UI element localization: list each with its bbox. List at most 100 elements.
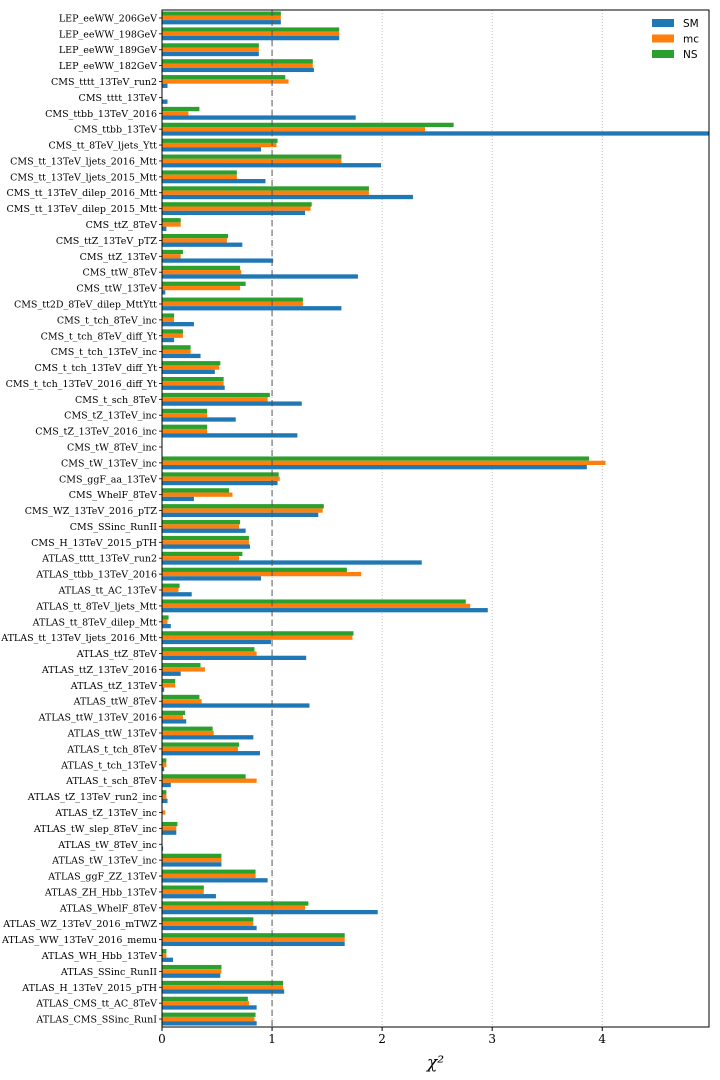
bar-mc-ATLAS_WW_13TeV_2016_memu bbox=[162, 937, 345, 942]
y-tick-label: CMS_ttbb_13TeV bbox=[74, 125, 157, 136]
bar-mc-LEP_eeWW_182GeV bbox=[162, 63, 313, 68]
bar-SM-ATLAS_tt_8TeV_dilep_Mtt bbox=[162, 623, 171, 629]
bar-NS-CMS_tt_13TeV_dilep_2015_Mtt bbox=[162, 202, 312, 207]
y-tick-label: CMS_ttZ_8TeV bbox=[86, 220, 158, 231]
bar-mc-CMS_t_tch_8TeV_inc bbox=[162, 317, 175, 323]
bar-mc-LEP_eeWW_198GeV bbox=[162, 31, 340, 36]
bar-NS-ATLAS_tW_13TeV_inc bbox=[162, 853, 222, 859]
bar-mc-ATLAS_tZ_13TeV_inc bbox=[162, 810, 166, 815]
bar-SM-ATLAS_ttZ_13TeV bbox=[162, 687, 165, 692]
bar-SM-ATLAS_tt_AC_13TeV bbox=[162, 592, 192, 597]
y-tick-label: CMS_tt_8TeV_ljets_Ytt bbox=[49, 141, 158, 152]
y-tick-label: CMS_ttW_8TeV bbox=[82, 268, 157, 279]
bar-mc-ATLAS_t_sch_8TeV bbox=[162, 778, 257, 783]
y-tick-label: ATLAS_tZ_13TeV_inc bbox=[54, 808, 157, 819]
y-tick-label: ATLAS_tt_AC_13TeV bbox=[57, 586, 157, 597]
bar-NS-CMS_t_tch_8TeV_diff_Yt bbox=[162, 329, 183, 334]
x-axis-ticks: 0 1 2 3 4 bbox=[158, 1027, 606, 1046]
y-tick-label: CMS_t_tch_13TeV_2016_diff_Yt bbox=[6, 379, 158, 390]
bar-SM-ATLAS_WW_13TeV_2016_memu bbox=[162, 941, 345, 947]
bar-NS-CMS_ttbb_13TeV bbox=[162, 122, 454, 128]
bar-SM-CMS_ttW_13TeV bbox=[162, 290, 166, 295]
y-tick-label: ATLAS_ttbb_13TeV_2016 bbox=[35, 570, 157, 581]
y-tick-label: CMS_t_tch_8TeV_diff_Yt bbox=[41, 331, 158, 342]
bar-mc-ATLAS_CMS_tt_AC_8TeV bbox=[162, 1001, 249, 1006]
y-tick-label: ATLAS_tZ_13TeV_run2_inc bbox=[27, 792, 157, 803]
bar-SM-CMS_t_tch_13TeV_inc bbox=[162, 353, 201, 359]
bar-SM-CMS_t_tch_8TeV_inc bbox=[162, 322, 194, 327]
bar-NS-CMS_tt2D_8TeV_dilep_MttYtt bbox=[162, 297, 303, 302]
bar-SM-ATLAS_WhelF_8TeV bbox=[162, 909, 378, 915]
bar-mc-CMS_t_tch_13TeV_2016_diff_Yt bbox=[162, 381, 224, 386]
bar-SM-LEP_eeWW_198GeV bbox=[162, 35, 340, 41]
bar-SM-CMS_ttZ_13TeV bbox=[162, 258, 274, 263]
bar-mc-CMS_tt_13TeV_dilep_2016_Mtt bbox=[162, 190, 369, 195]
y-tick-label: ATLAS_ttZ_8TeV bbox=[76, 649, 157, 660]
bar-mc-CMS_tttt_13TeV_run2 bbox=[162, 79, 289, 84]
bar-mc-ATLAS_CMS_SSinc_RunI bbox=[162, 1016, 255, 1022]
bar-SM-ATLAS_ttZ_8TeV bbox=[162, 655, 307, 661]
y-tick-label: ATLAS_WW_13TeV_2016_memu bbox=[1, 935, 157, 946]
bar-SM-CMS_tt_13TeV_dilep_2015_Mtt bbox=[162, 210, 306, 216]
y-tick-label: ATLAS_tW_13TeV_inc bbox=[51, 856, 157, 867]
y-tick-label: LEP_eeWW_182GeV bbox=[59, 61, 157, 72]
bar-mc-ATLAS_tt_8TeV_ljets_Mtt bbox=[162, 603, 471, 609]
bar-NS-ATLAS_ttW_13TeV_2016 bbox=[162, 710, 186, 715]
bar-NS-CMS_t_tch_8TeV_inc bbox=[162, 313, 175, 318]
bar-NS-ATLAS_t_tch_13TeV bbox=[162, 758, 167, 763]
bar-SM-ATLAS_WZ_13TeV_2016_mTWZ bbox=[162, 925, 257, 931]
y-tick-label: ATLAS_CMS_tt_AC_8TeV bbox=[35, 999, 157, 1010]
y-tick-label: LEP_eeWW_206GeV bbox=[59, 13, 157, 24]
bar-NS-CMS_SSinc_RunII bbox=[162, 520, 241, 525]
bar-mc-ATLAS_H_13TeV_2015_pTH bbox=[162, 985, 284, 990]
bar-SM-ATLAS_tt_13TeV_ljets_2016_Mtt bbox=[162, 639, 271, 645]
bar-NS-CMS_ttZ_13TeV_pTZ bbox=[162, 233, 229, 239]
bar-mc-CMS_WhelF_8TeV bbox=[162, 492, 233, 497]
y-tick-label: ATLAS_ttW_8TeV bbox=[73, 697, 158, 708]
x-tick-label-4: 4 bbox=[598, 1032, 606, 1046]
bar-mc-ATLAS_WZ_13TeV_2016_mTWZ bbox=[162, 921, 254, 926]
bar-NS-LEP_eeWW_182GeV bbox=[162, 59, 313, 64]
y-tick-label: CMS_tZ_13TeV_2016_inc bbox=[35, 427, 157, 438]
bar-SM-CMS_ttbb_13TeV bbox=[162, 131, 709, 136]
bar-mc-CMS_WZ_13TeV_2016_pTZ bbox=[162, 508, 323, 513]
bar-mc-ATLAS_tt_8TeV_dilep_Mtt bbox=[162, 619, 168, 624]
bar-SM-CMS_tttt_13TeV_run2 bbox=[162, 83, 168, 88]
bar-SM-CMS_ttZ_13TeV_pTZ bbox=[162, 242, 243, 247]
y-tick-label: CMS_tt_13TeV_dilep_2015_Mtt bbox=[7, 204, 158, 215]
bar-SM-CMS_t_sch_8TeV bbox=[162, 401, 302, 406]
bar-SM-CMS_ttZ_8TeV bbox=[162, 226, 167, 231]
bar-mc-ATLAS_ggF_ZZ_13TeV bbox=[162, 873, 256, 879]
plot-frame bbox=[161, 9, 710, 1028]
bar-NS-CMS_H_13TeV_2015_pTH bbox=[162, 535, 249, 541]
y-tick-label: CMS_tZ_13TeV_inc bbox=[64, 411, 157, 422]
bar-SM-CMS_t_tch_13TeV_diff_Yt bbox=[162, 369, 215, 374]
bar-mc-ATLAS_ttZ_8TeV bbox=[162, 651, 257, 656]
bar-NS-CMS_ttZ_13TeV bbox=[162, 249, 183, 255]
y-tick-label: ATLAS_WhelF_8TeV bbox=[59, 903, 157, 914]
y-tick-label: LEP_eeWW_198GeV bbox=[59, 29, 157, 40]
bar-SM-ATLAS_CMS_tt_AC_8TeV bbox=[162, 1005, 257, 1010]
bar-SM-ATLAS_ttbb_13TeV_2016 bbox=[162, 576, 262, 581]
bar-mc-ATLAS_WhelF_8TeV bbox=[162, 905, 306, 910]
bar-NS-LEP_eeWW_206GeV bbox=[162, 11, 281, 16]
y-tick-label: CMS_ttW_13TeV bbox=[76, 284, 157, 295]
bar-SM-ATLAS_SSinc_RunII bbox=[162, 973, 221, 978]
y-tick-label: CMS_tttt_13TeV bbox=[79, 93, 158, 104]
bar-NS-ATLAS_H_13TeV_2015_pTH bbox=[162, 980, 284, 986]
bar-SM-ATLAS_t_tch_8TeV bbox=[162, 751, 260, 756]
bar-mc-ATLAS_ttW_13TeV_2016 bbox=[162, 714, 183, 720]
bar-NS-ATLAS_WW_13TeV_2016_memu bbox=[162, 933, 345, 938]
bar-mc-LEP_eeWW_189GeV bbox=[162, 47, 259, 52]
y-axis-labels: LEP_eeWW_206GeV LEP_eeWW_198GeV LEP_eeWW_1… bbox=[0, 13, 162, 1026]
bar-mc-CMS_ttW_13TeV bbox=[162, 285, 241, 291]
bar-NS-ATLAS_tt_AC_13TeV bbox=[162, 583, 180, 588]
bar-SM-LEP_eeWW_189GeV bbox=[162, 51, 259, 57]
bar-SM-CMS_t_tch_13TeV_2016_diff_Yt bbox=[162, 385, 225, 390]
bar-mc-ATLAS_t_tch_13TeV bbox=[162, 762, 167, 767]
bar-NS-ATLAS_WhelF_8TeV bbox=[162, 901, 309, 906]
bar-mc-ATLAS_SSinc_RunII bbox=[162, 969, 222, 974]
y-tick-label: ATLAS_CMS_SSinc_RunI bbox=[35, 1015, 157, 1026]
bar-SM-CMS_WhelF_8TeV bbox=[162, 496, 194, 502]
bar-mc-ATLAS_ttW_8TeV bbox=[162, 699, 202, 704]
